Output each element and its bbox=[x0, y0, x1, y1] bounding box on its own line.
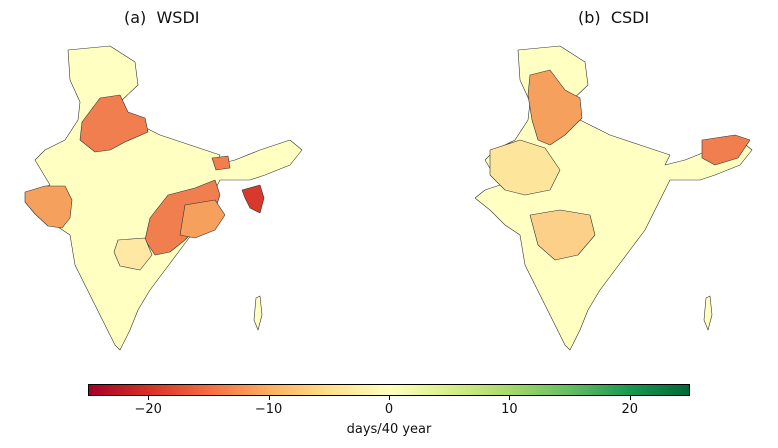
region-west-bengal bbox=[211, 155, 231, 171]
region-north bbox=[79, 94, 149, 153]
colorbar-tick bbox=[389, 396, 390, 400]
colorbar-tick bbox=[629, 396, 631, 400]
colorbar bbox=[88, 384, 690, 396]
andaman-islands bbox=[253, 295, 263, 331]
region-central bbox=[113, 237, 153, 271]
region-northeast bbox=[701, 134, 751, 166]
wsdi-map bbox=[24, 45, 303, 351]
colorbar-tick bbox=[509, 396, 511, 400]
panel-a-title: (a) WSDI bbox=[124, 8, 200, 27]
region-odisha bbox=[179, 199, 226, 239]
region-north bbox=[527, 69, 583, 146]
colorbar-tick-label: 20 bbox=[621, 402, 639, 417]
colorbar-tick bbox=[148, 396, 150, 400]
andaman-islands bbox=[703, 295, 713, 331]
panel-b-title: (b) CSDI bbox=[578, 8, 650, 27]
colorbar-tick-label: 10 bbox=[501, 402, 518, 417]
colorbar-label: days/40 year bbox=[346, 422, 432, 437]
region-rajasthan bbox=[489, 139, 561, 196]
colorbar-tick-label: −10 bbox=[254, 402, 283, 417]
colorbar-tick-label: 0 bbox=[384, 402, 394, 417]
colorbar-tick-label: −20 bbox=[134, 402, 162, 417]
region-tripura bbox=[241, 184, 265, 214]
colorbar-tick bbox=[268, 396, 270, 400]
csdi-map bbox=[474, 45, 753, 351]
region-maharashtra bbox=[529, 209, 596, 261]
region-gujarat bbox=[24, 185, 73, 229]
